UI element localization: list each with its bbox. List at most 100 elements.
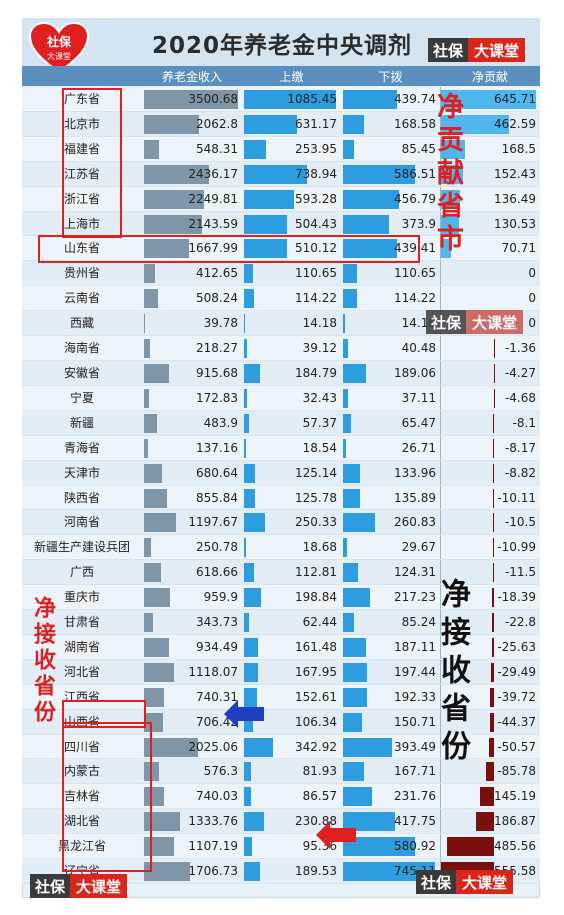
table-row: 四川省 2025.06 342.92 393.49 -50.57 xyxy=(22,734,540,760)
income-cell-bar xyxy=(144,289,158,309)
upload-cell-bar xyxy=(244,712,253,732)
province-cell: 云南省 xyxy=(22,286,142,310)
income-cell: 2249.81 xyxy=(142,187,242,211)
income-cell-value: 3500.68 xyxy=(188,92,238,106)
province-cell: 山东省 xyxy=(22,236,142,260)
upload-cell-bar xyxy=(244,812,264,832)
income-cell-value: 483.9 xyxy=(203,415,238,430)
download-cell-bar xyxy=(343,388,348,408)
upload-cell-value: 738.94 xyxy=(295,166,337,181)
red-arrow-icon xyxy=(316,821,356,849)
net-cell-bar xyxy=(493,488,494,508)
brand-a: 社保 xyxy=(426,310,467,334)
income-cell-value: 740.31 xyxy=(196,689,238,704)
net-cell-value: -8.82 xyxy=(504,465,536,480)
download-cell: 133.96 xyxy=(341,461,440,485)
upload-cell-value: 125.78 xyxy=(295,490,337,505)
upload-cell-bar xyxy=(244,687,257,707)
download-cell-bar xyxy=(343,239,398,259)
download-cell: 580.92 xyxy=(341,834,440,858)
upload-cell-bar xyxy=(244,588,261,608)
upload-cell: 110.65 xyxy=(242,261,341,285)
upload-cell: 504.43 xyxy=(242,212,341,236)
upload-cell: 510.12 xyxy=(242,236,341,260)
download-cell-bar xyxy=(343,114,364,134)
download-cell-bar xyxy=(343,613,354,633)
download-cell-bar xyxy=(343,862,435,882)
province-cell: 广东省 xyxy=(22,87,142,111)
download-cell-bar xyxy=(343,413,352,433)
net-cell-value: -85.78 xyxy=(497,764,536,779)
upload-cell: 125.14 xyxy=(242,461,341,485)
net-cell-bar xyxy=(491,662,494,682)
table-row: 河北省 1118.07 167.95 197.44 -29.49 xyxy=(22,659,540,685)
download-cell-bar xyxy=(343,787,372,807)
download-cell-value: 456.79 xyxy=(394,191,436,206)
label-contributor: 净贡献省市 xyxy=(432,92,463,257)
net-cell: -4.68 xyxy=(440,386,540,410)
download-cell: 197.44 xyxy=(341,660,440,684)
table-row: 北京市 2062.8 631.17 168.58 462.59 xyxy=(22,111,540,137)
column-divider xyxy=(440,684,441,709)
download-cell: 393.49 xyxy=(341,735,440,759)
income-cell-bar xyxy=(144,662,175,682)
income-cell-value: 915.68 xyxy=(196,365,238,380)
income-cell: 740.31 xyxy=(142,685,242,709)
download-cell-value: 187.11 xyxy=(394,639,436,654)
net-cell-value: -50.57 xyxy=(497,739,536,754)
province-cell-value: 湖北省 xyxy=(63,814,100,829)
net-cell-bar xyxy=(493,438,494,458)
net-cell: -25.63 xyxy=(440,635,540,659)
upload-cell-bar xyxy=(244,214,287,234)
upload-cell-value: 39.12 xyxy=(302,341,337,356)
table-row: 吉林省 740.03 86.57 231.76 -145.19 xyxy=(22,784,540,810)
shanxi-highlight-box xyxy=(62,700,146,728)
upload-cell: 114.22 xyxy=(242,286,341,310)
net-cell-value: 0 xyxy=(528,291,536,306)
download-cell-bar xyxy=(343,762,364,782)
column-divider xyxy=(440,385,441,410)
brand-a: 社保 xyxy=(30,874,71,898)
upload-cell: 253.95 xyxy=(242,137,341,161)
net-cell-bar xyxy=(492,563,494,583)
net-cell: -44.37 xyxy=(440,710,540,734)
brand-badge-top: 社保 大课堂 xyxy=(428,38,526,62)
income-cell-value: 343.73 xyxy=(196,615,238,630)
download-cell: 260.83 xyxy=(341,510,440,534)
province-cell-value: 云南省 xyxy=(63,291,100,306)
income-cell-value: 740.03 xyxy=(196,789,238,804)
net-cell-value: -10.5 xyxy=(504,515,536,530)
income-cell-bar xyxy=(144,339,150,359)
col-down: 下拨 xyxy=(378,70,403,84)
net-cell-bar xyxy=(492,588,494,608)
upload-cell: 18.68 xyxy=(242,535,341,559)
net-cell-value: -39.72 xyxy=(497,689,536,704)
download-cell-value: 439.41 xyxy=(394,241,436,256)
column-divider xyxy=(440,236,441,261)
table-row: 青海省 137.16 18.54 26.71 -8.17 xyxy=(22,435,540,461)
upload-cell-value: 81.93 xyxy=(302,764,337,779)
brand-b: 大课堂 xyxy=(70,874,128,898)
column-divider xyxy=(440,111,441,136)
province-cell-value: 吉林省 xyxy=(63,789,100,804)
download-cell-bar xyxy=(343,339,348,359)
upload-cell-value: 510.12 xyxy=(295,241,337,256)
province-cell-value: 青海省 xyxy=(63,440,100,455)
download-cell-value: 192.33 xyxy=(394,689,436,704)
net-cell-bar xyxy=(446,837,494,857)
net-cell-bar xyxy=(440,90,536,109)
upload-cell: 112.81 xyxy=(242,560,341,584)
province-cell: 宁夏 xyxy=(22,386,142,410)
province-cell-value: 河南省 xyxy=(63,515,100,530)
table-row: 河南省 1197.67 250.33 260.83 -10.5 xyxy=(22,510,540,536)
income-cell-value: 39.78 xyxy=(203,316,238,331)
net-cell-value: 0 xyxy=(528,316,536,331)
income-cell: 1118.07 xyxy=(142,660,242,684)
upload-cell-value: 14.18 xyxy=(302,316,337,331)
column-divider xyxy=(440,410,441,435)
download-cell-bar xyxy=(343,737,392,757)
table-row: 福建省 548.31 253.95 85.45 168.5 xyxy=(22,136,540,162)
income-cell-value: 576.3 xyxy=(203,764,238,779)
download-cell-value: 26.71 xyxy=(401,440,436,455)
download-cell-value: 393.49 xyxy=(394,739,436,754)
